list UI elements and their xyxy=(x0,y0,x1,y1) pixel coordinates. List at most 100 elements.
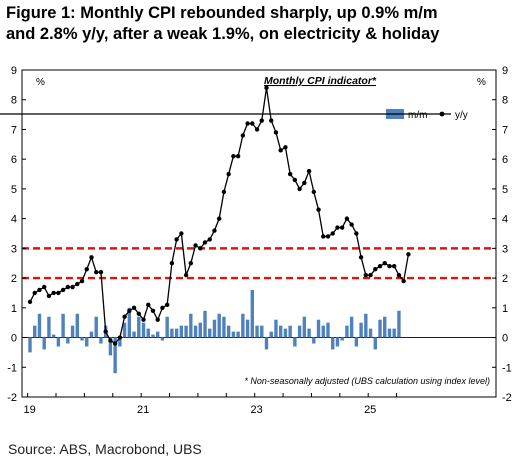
bar-mm xyxy=(33,325,37,338)
point-yy xyxy=(65,284,71,290)
bar-mm xyxy=(312,337,316,344)
y-tick-label-right: -2 xyxy=(502,392,512,404)
point-yy xyxy=(202,240,208,245)
bar-mm xyxy=(297,325,302,338)
point-yy xyxy=(292,177,298,183)
point-yy xyxy=(164,302,170,308)
bar-mm xyxy=(51,334,56,338)
bar-mm xyxy=(75,313,79,338)
bar-mm xyxy=(236,331,240,338)
point-yy xyxy=(406,252,411,257)
bar-mm xyxy=(122,322,127,338)
bar-mm xyxy=(184,325,188,338)
y-tick-label-left: 6 xyxy=(11,154,17,166)
point-yy xyxy=(363,272,369,278)
y-tick-label-right: 9 xyxy=(502,65,508,77)
point-yy xyxy=(283,145,288,150)
legend-label-mm: m/m xyxy=(408,110,427,121)
bar-mm xyxy=(245,319,250,338)
title-line-2: and 2.8% y/y, after a weak 1.9%, on elec… xyxy=(6,25,440,43)
point-yy xyxy=(358,255,364,260)
bar-mm xyxy=(255,325,259,338)
bar-mm xyxy=(241,313,245,338)
point-yy xyxy=(79,278,85,284)
y-tick-label-left: 0 xyxy=(11,333,17,345)
bar-mm xyxy=(189,313,193,338)
point-yy xyxy=(401,278,406,284)
cpi-chart: -2 -2-1 -10 01 12 23 34 45 56 67 78 89 919 21 23 25 Mon… xyxy=(0,65,512,416)
bar-mm xyxy=(146,328,150,338)
x-tick-label: 21 xyxy=(137,404,149,416)
y-tick-label-left: 1 xyxy=(11,303,17,315)
bar-mm xyxy=(174,328,179,338)
point-yy xyxy=(335,225,340,230)
point-yy xyxy=(311,189,316,195)
bar-mm xyxy=(302,316,307,338)
point-yy xyxy=(339,225,345,230)
y-tick-label-left: 8 xyxy=(11,95,17,107)
bar-mm xyxy=(340,337,344,341)
point-yy xyxy=(330,231,335,236)
bar-mm xyxy=(364,313,368,338)
legend-label-yy: y/y xyxy=(455,110,468,121)
bar-mm xyxy=(28,337,32,353)
bar-mm xyxy=(307,328,311,338)
point-yy xyxy=(117,335,123,340)
chart-annotation: Monthly CPI indicator* xyxy=(264,75,377,87)
bar-mm xyxy=(222,316,226,338)
point-yy xyxy=(316,207,321,212)
bar-mm xyxy=(132,331,136,338)
point-yy xyxy=(373,266,378,272)
point-yy xyxy=(245,121,250,126)
bar-mm xyxy=(260,325,264,338)
bar-mm xyxy=(61,313,65,338)
y-tick-label-left: -2 xyxy=(7,392,17,404)
bar-mm xyxy=(392,328,396,338)
bar-mm xyxy=(345,325,349,338)
point-yy xyxy=(321,234,326,239)
point-yy xyxy=(287,171,293,177)
point-yy xyxy=(112,341,118,346)
bar-mm xyxy=(47,316,51,338)
y-tick-label-right: 0 xyxy=(502,333,508,345)
bar-mm xyxy=(354,337,359,347)
point-yy xyxy=(264,85,269,91)
x-tick-label: 25 xyxy=(364,404,376,416)
y-tick-label-left: 5 xyxy=(11,184,17,196)
point-yy xyxy=(70,284,75,290)
legend: m/m y/y xyxy=(0,109,468,121)
y-tick-label-right: 7 xyxy=(502,124,508,136)
point-yy xyxy=(377,264,383,269)
bar-mm xyxy=(179,325,184,338)
bar-mm xyxy=(160,337,165,341)
y-tick-label-right: 6 xyxy=(502,154,508,166)
point-yy xyxy=(131,305,137,311)
y-tick-label-left: 9 xyxy=(11,65,17,77)
bar-mm xyxy=(118,337,122,347)
bar-mm xyxy=(170,328,174,338)
bar-mm xyxy=(373,337,377,350)
bar-mm xyxy=(94,316,98,338)
point-yy xyxy=(392,264,397,269)
point-yy xyxy=(174,237,179,242)
point-yy xyxy=(193,243,198,248)
y-tick-label-left: 7 xyxy=(11,124,17,136)
bar-mm xyxy=(203,310,207,338)
bar-mm xyxy=(217,313,221,338)
point-yy xyxy=(349,222,354,227)
bar-mm xyxy=(349,316,354,338)
point-yy xyxy=(84,266,89,272)
bar-mm xyxy=(156,331,160,338)
bar-mm xyxy=(387,328,392,338)
bar-mm xyxy=(383,316,387,338)
point-yy xyxy=(75,281,80,287)
point-yy xyxy=(89,255,94,260)
bar-mm xyxy=(274,319,278,338)
bar-mm xyxy=(212,319,217,338)
point-yy xyxy=(221,189,227,195)
point-yy xyxy=(51,290,56,296)
bar-mm xyxy=(80,337,84,341)
point-yy xyxy=(217,216,222,221)
point-yy xyxy=(103,329,108,334)
bar-mm xyxy=(70,325,75,338)
